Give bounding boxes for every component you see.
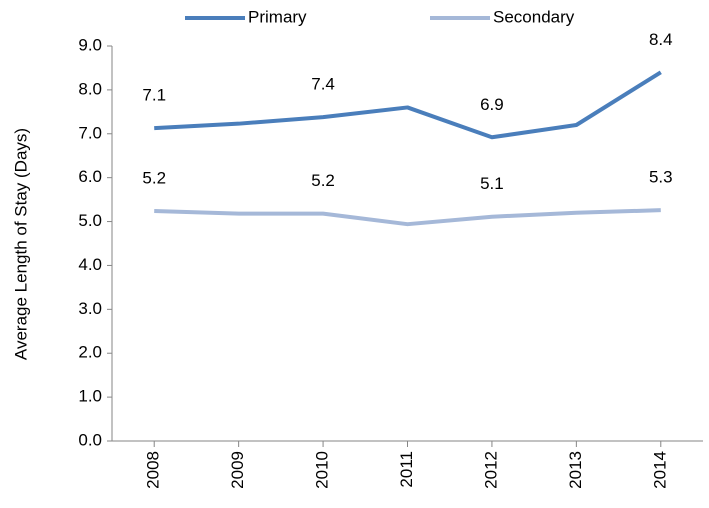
y-tick-label: 5.0 [78,211,102,230]
x-tick-label: 2008 [144,451,163,489]
data-label: 8.4 [649,30,673,49]
y-tick-label: 2.0 [78,343,102,362]
data-label: 5.2 [142,169,166,188]
data-label: 5.1 [480,174,504,193]
data-label: 5.3 [649,168,673,187]
x-tick-label: 2009 [228,451,247,489]
y-tick-label: 9.0 [78,35,102,54]
y-tick-label: 0.0 [78,430,102,449]
series-line [154,208,661,227]
y-tick-label: 7.0 [78,123,102,142]
x-tick-label: 2014 [650,451,669,489]
y-tick-label: 1.0 [78,387,102,406]
y-tick-label: 3.0 [78,299,102,318]
x-tick-label: 2011 [397,451,416,488]
series-line [154,70,662,140]
y-tick-label: 8.0 [78,79,102,98]
legend-label: Primary [248,7,307,26]
x-tick-label: 2013 [566,451,585,489]
legend-label: Secondary [493,7,575,26]
data-label: 6.9 [480,95,504,114]
y-axis-label: Average Length of Stay (Days) [11,128,30,360]
data-label: 5.2 [311,171,335,190]
y-tick-label: 4.0 [78,255,102,274]
x-tick-label: 2010 [313,451,332,489]
data-label: 7.4 [311,75,335,94]
data-label: 7.1 [142,86,166,105]
x-tick-label: 2012 [481,451,500,489]
y-tick-label: 6.0 [78,167,102,186]
